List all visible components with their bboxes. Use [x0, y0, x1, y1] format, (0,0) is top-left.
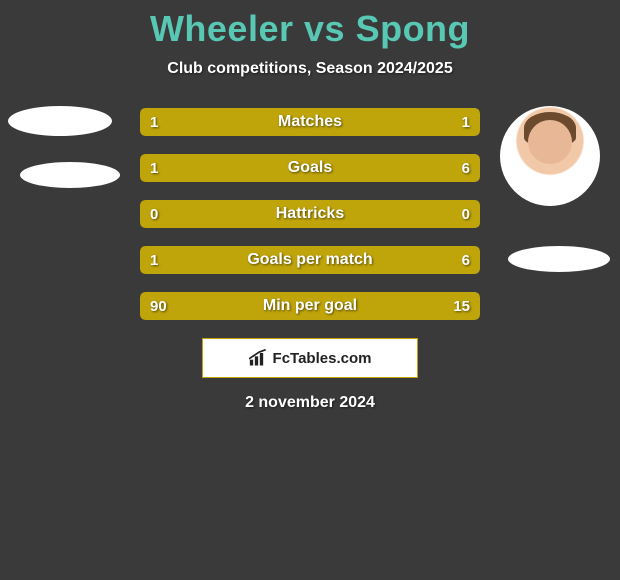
chart-icon: [249, 349, 269, 367]
stat-row: 16Goals per match: [140, 246, 480, 274]
avatar-right: [500, 106, 600, 206]
avatar-left-placeholder: [8, 106, 112, 136]
player-right-name: Spong: [356, 8, 470, 49]
stat-label: Hattricks: [140, 200, 480, 228]
player-left-name: Wheeler: [150, 8, 294, 49]
subtitle: Club competitions, Season 2024/2025: [0, 60, 620, 78]
brand-text: FcTables.com: [273, 350, 372, 367]
comparison-bars: 11Matches 16Goals 00Hattricks 16Goals per m…: [140, 106, 480, 320]
stat-label: Min per goal: [140, 292, 480, 320]
comparison-content: 11Matches 16Goals 00Hattricks 16Goals per m…: [0, 106, 620, 412]
vs-text: vs: [304, 8, 345, 49]
date-text: 2 november 2024: [0, 394, 620, 412]
stat-label: Goals per match: [140, 246, 480, 274]
stat-row: 00Hattricks: [140, 200, 480, 228]
stat-row: 9015Min per goal: [140, 292, 480, 320]
avatar-left-placeholder-2: [20, 162, 120, 188]
brand-badge[interactable]: FcTables.com: [202, 338, 418, 378]
stat-label: Goals: [140, 154, 480, 182]
avatar-right-placeholder: [508, 246, 610, 272]
page-title: Wheeler vs Spong: [0, 0, 620, 50]
stat-row: 16Goals: [140, 154, 480, 182]
stat-row: 11Matches: [140, 108, 480, 136]
stat-label: Matches: [140, 108, 480, 136]
